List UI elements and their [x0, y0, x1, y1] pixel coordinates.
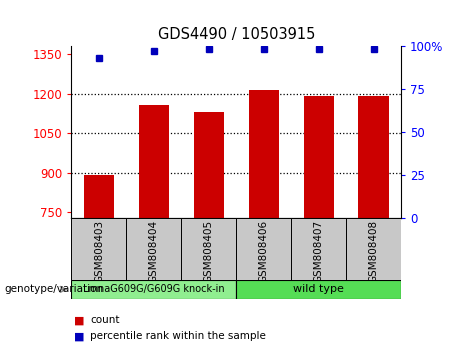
Text: GSM808407: GSM808407: [313, 219, 324, 283]
Text: GSM808408: GSM808408: [369, 219, 378, 283]
Bar: [346, 218, 401, 280]
Bar: [291, 218, 346, 280]
Text: ■: ■: [74, 331, 84, 341]
Bar: [236, 280, 401, 299]
Text: wild type: wild type: [293, 284, 344, 295]
Bar: [71, 280, 236, 299]
Bar: [84, 175, 114, 218]
Bar: [126, 218, 181, 280]
Text: LmnaG609G/G609G knock-in: LmnaG609G/G609G knock-in: [83, 284, 225, 295]
Text: GSM808406: GSM808406: [259, 219, 269, 283]
Bar: [303, 96, 334, 218]
Bar: [181, 218, 236, 280]
Bar: [236, 218, 291, 280]
Bar: [248, 90, 279, 218]
Title: GDS4490 / 10503915: GDS4490 / 10503915: [158, 27, 315, 42]
Bar: [71, 218, 126, 280]
Text: GSM808403: GSM808403: [94, 219, 104, 283]
Text: GSM808405: GSM808405: [204, 219, 214, 283]
Text: GSM808404: GSM808404: [149, 219, 159, 283]
Text: ■: ■: [74, 315, 84, 325]
Bar: [359, 96, 389, 218]
Text: genotype/variation: genotype/variation: [5, 284, 104, 295]
Text: count: count: [90, 315, 119, 325]
Text: percentile rank within the sample: percentile rank within the sample: [90, 331, 266, 341]
Bar: [194, 112, 224, 218]
Bar: [139, 105, 169, 218]
